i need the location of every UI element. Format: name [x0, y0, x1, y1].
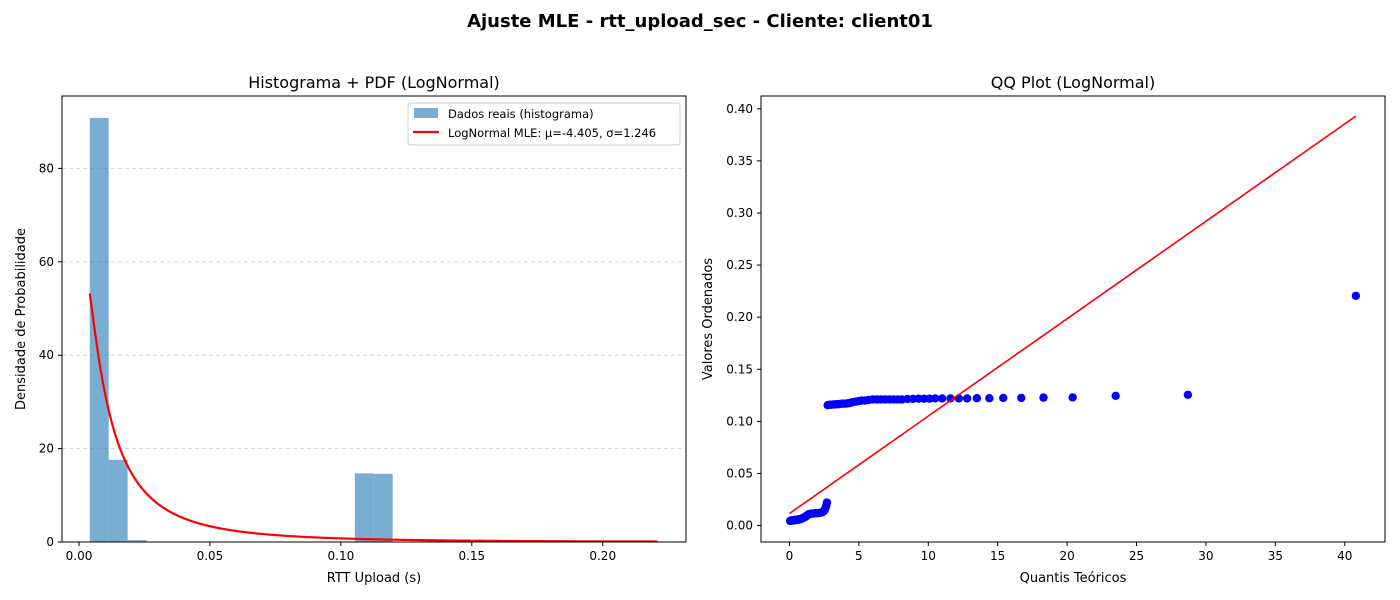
qq-y-tick-label: 0.35	[726, 154, 753, 168]
qq-point	[962, 394, 972, 403]
legend-pdf-label: LogNormal MLE: μ=-4.405, σ=1.246	[448, 126, 656, 140]
qq-axes-background	[761, 96, 1385, 542]
legend-histogram-label: Dados reais (histograma)	[448, 107, 594, 121]
qq-x-tick-label: 10	[921, 549, 936, 563]
histogram-panel: 0.00 0.05 0.10 0.15 0.20 0 20 40 60 80 Histogram…	[14, 73, 687, 586]
histogram-x-ticks: 0.00 0.05 0.10 0.15 0.20	[66, 542, 616, 563]
qq-y-tick-label: 0.25	[726, 258, 753, 272]
qq-point	[1039, 393, 1048, 402]
histogram-x-tick-label: 0.20	[589, 549, 616, 563]
histogram-y-tick-label: 0	[46, 535, 54, 549]
qq-point	[1017, 393, 1026, 403]
qq-x-tick-label: 30	[1198, 549, 1213, 563]
histogram-x-tick-label: 0.15	[458, 549, 485, 563]
histogram-y-tick-label: 20	[39, 442, 54, 456]
histogram-bars	[89, 117, 393, 542]
histogram-bar	[127, 540, 147, 542]
qq-y-ticks: 0.00 0.05 0.10 0.15 0.20 0.25 0.30 0.35 0.40	[726, 102, 761, 533]
histogram-y-ticks: 0 20 40 60 80	[39, 161, 62, 549]
histogram-grid	[62, 167, 686, 449]
qq-points	[785, 291, 1361, 526]
histogram-axes-background	[62, 96, 686, 542]
legend-histogram-swatch	[414, 108, 438, 118]
qq-point	[1111, 391, 1120, 401]
qq-point	[1068, 393, 1077, 402]
lognormal-pdf-curve	[88, 293, 658, 542]
qq-axes-frame	[760, 95, 1386, 543]
histogram-legend: Dados reais (histograma) LogNormal MLE: …	[407, 102, 681, 146]
qq-point	[999, 393, 1008, 403]
histogram-y-label: Densidade de Probabilidade	[14, 228, 29, 410]
qq-y-tick-label: 0.40	[726, 102, 753, 116]
histogram-x-tick-label: 0.10	[328, 549, 355, 563]
qq-y-tick-label: 0.30	[726, 206, 753, 220]
histogram-x-tick-label: 0.05	[197, 549, 224, 563]
qq-point	[937, 394, 947, 403]
histogram-y-tick-label: 60	[39, 255, 54, 269]
qq-title: QQ Plot (LogNormal)	[991, 73, 1155, 92]
histogram-bar	[373, 473, 393, 542]
qq-x-tick-label: 25	[1129, 549, 1144, 563]
qq-x-tick-label: 5	[855, 549, 863, 563]
qq-point	[946, 394, 955, 403]
histogram-bar	[108, 459, 128, 542]
histogram-y-tick-label: 80	[39, 161, 54, 175]
qq-x-tick-label: 15	[990, 549, 1005, 563]
legend-box	[407, 102, 681, 146]
histogram-axes-frame	[61, 95, 687, 543]
qq-x-tick-label: 40	[1337, 549, 1352, 563]
figure-suptitle: Ajuste MLE - rtt_upload_sec - Cliente: c…	[467, 11, 933, 32]
qq-y-tick-label: 0.20	[726, 310, 753, 324]
histogram-y-tick-label: 40	[39, 348, 54, 362]
histogram-bar	[89, 117, 109, 542]
qq-reference-line	[788, 115, 1357, 515]
qq-y-tick-label: 0.15	[726, 362, 753, 376]
qq-y-tick-label: 0.00	[726, 519, 753, 533]
qq-point	[1183, 390, 1193, 399]
histogram-x-label: RTT Upload (s)	[327, 571, 421, 586]
qq-y-tick-label: 0.05	[726, 466, 753, 480]
qq-point	[822, 498, 832, 507]
histogram-x-tick-label: 0.00	[66, 549, 93, 563]
qq-y-tick-label: 0.10	[726, 414, 753, 428]
histogram-title: Histograma + PDF (LogNormal)	[248, 73, 500, 92]
qq-x-tick-label: 0	[786, 549, 794, 563]
qq-point	[985, 394, 994, 403]
qq-x-tick-label: 35	[1268, 549, 1283, 563]
qq-x-ticks: 0 5 10 15 20 25 30 35 40	[786, 542, 1352, 563]
qq-point	[1351, 291, 1361, 301]
qq-x-label: Quantis Teóricos	[1020, 571, 1127, 586]
qq-point	[972, 394, 982, 403]
qq-y-label: Valores Ordenados	[701, 258, 716, 380]
qq-x-tick-label: 20	[1059, 549, 1074, 563]
qq-point	[931, 394, 940, 403]
histogram-bar	[354, 473, 374, 542]
qq-panel: 0 5 10 15 20 25 30 35 40 0.00 0.05 0.10 0.15 0.20 0.2…	[701, 73, 1386, 586]
